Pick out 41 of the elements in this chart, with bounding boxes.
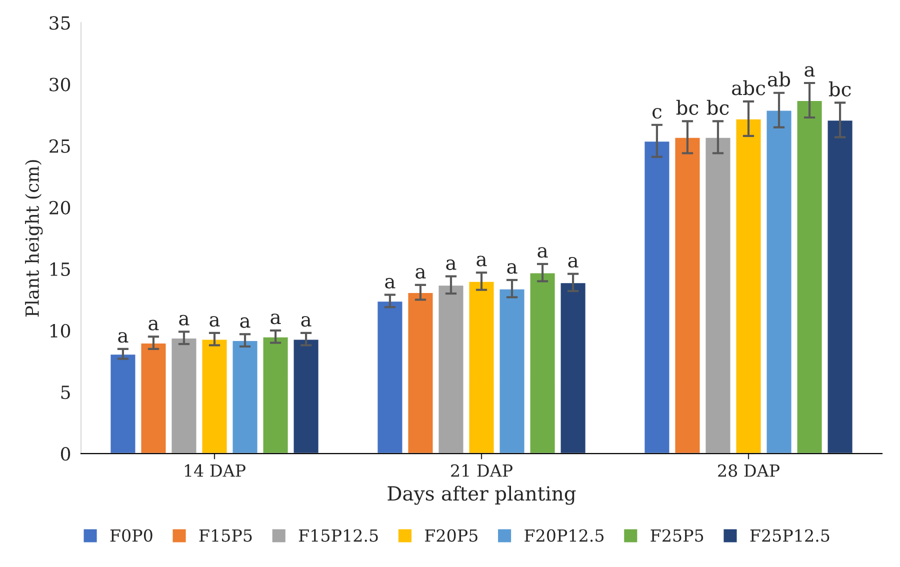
- data-label: a: [240, 317, 250, 328]
- data-label: bc: [706, 100, 729, 115]
- data-label: a: [301, 316, 312, 327]
- data-label: c: [652, 108, 662, 119]
- data-label: a: [507, 263, 518, 274]
- data-label: a: [804, 66, 815, 77]
- data-label: a: [538, 247, 548, 258]
- data-label: a: [148, 320, 159, 330]
- legend-label: F15P12.5: [298, 529, 378, 542]
- data-label: bc: [676, 100, 698, 115]
- data-label: a: [446, 259, 456, 270]
- y-tick-label: 10: [50, 324, 70, 338]
- x-tick-label: 21 DAP: [451, 464, 512, 477]
- data-label: ab: [768, 72, 790, 87]
- data-label: a: [385, 278, 396, 289]
- data-label: a: [210, 316, 220, 327]
- y-tick-label: 15: [50, 262, 70, 276]
- legend-label: F20P5: [425, 529, 478, 542]
- data-label: bc: [828, 81, 851, 96]
- data-label: a: [179, 314, 190, 326]
- data-label: a: [270, 314, 281, 324]
- y-tick-label: 20: [50, 200, 70, 214]
- y-tick-label: 35: [50, 16, 70, 30]
- legend-label: F0P0: [110, 529, 152, 542]
- legend-label: F25P12.5: [750, 529, 830, 542]
- x-axis-title: Days after planting: [388, 486, 576, 505]
- x-tick-label: 14 DAP: [184, 464, 246, 477]
- y-tick-label: 5: [61, 386, 70, 400]
- y-tick-label: 0: [60, 447, 70, 461]
- y-axis-title: Plant height (cm): [25, 160, 43, 317]
- data-label: a: [118, 332, 128, 343]
- y-tick-label: 25: [50, 139, 70, 153]
- data-label: a: [416, 268, 426, 279]
- data-label: a: [568, 256, 578, 268]
- legend-label: F20P12.5: [524, 529, 604, 542]
- data-label: abc: [732, 80, 766, 96]
- data-label: a: [476, 256, 487, 266]
- y-tick-label: 30: [50, 78, 70, 92]
- legend-label: F25P5: [650, 529, 704, 542]
- legend-label: F15P5: [199, 529, 252, 542]
- x-tick-label: 28 DAP: [718, 464, 780, 477]
